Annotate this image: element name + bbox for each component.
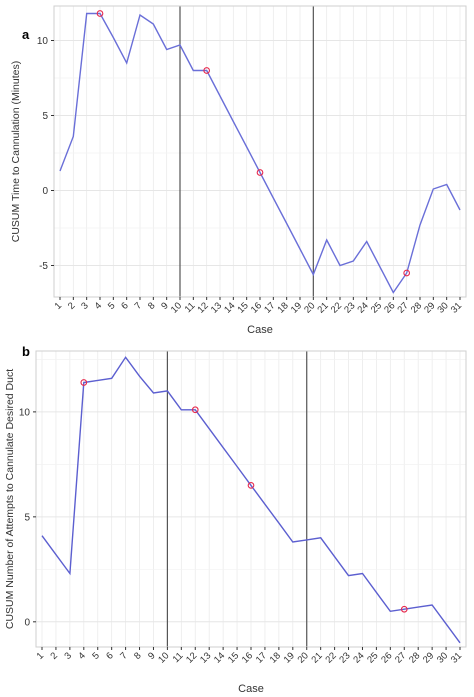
highlight-point (247, 482, 255, 489)
x-tick-label: 3 (62, 650, 74, 662)
y-axis-label: CUSUM Time to Cannulation (Minutes) (10, 61, 22, 242)
highlight-point (191, 406, 199, 414)
x-tick-label: 4 (76, 650, 88, 662)
highlight-point (403, 269, 411, 277)
y-tick-label: 10 (19, 407, 31, 418)
x-tick-label: 5 (106, 300, 118, 312)
grid (36, 351, 466, 647)
highlight-point (400, 605, 408, 613)
x-tick-label: 4 (93, 300, 105, 312)
x-tick-label: 2 (66, 300, 78, 312)
x-tick-label: 10 (156, 650, 171, 665)
x-tick-label: 6 (119, 300, 131, 312)
x-tick-label: 31 (449, 300, 464, 315)
highlight-point (96, 10, 104, 17)
x-tick-label: 7 (118, 650, 130, 662)
x-tick-label: 1 (35, 650, 47, 662)
highlight-point (256, 169, 264, 176)
x-tick-label: 9 (159, 300, 171, 312)
x-tick-label: 10 (169, 300, 184, 315)
y-axis-label: CUSUM Number of Attempts to Cannulate De… (4, 369, 16, 629)
series-line (59, 12, 461, 294)
x-axis-label: Case (247, 324, 273, 336)
panel-label-b: b (22, 344, 30, 359)
panel-label-a: a (22, 27, 30, 42)
x-tick-label: 31 (449, 650, 464, 665)
series-line (41, 356, 461, 644)
x-tick-label: 9 (146, 650, 158, 662)
x-tick-label: 6 (104, 650, 116, 662)
x-tick-label: 7 (133, 300, 145, 312)
chart-panel-b: b 0 5 10 1 2 3 4 5 6 7 8 9 10 11 12 13 14 15 16 17 18 19 20 21 2… (0, 344, 474, 697)
x-tick-label: 5 (90, 650, 102, 662)
highlight-point (203, 67, 211, 74)
grid (54, 6, 466, 297)
x-tick-label: 1 (53, 300, 65, 312)
x-tick-label: 8 (132, 650, 144, 662)
x-tick-label: 2 (49, 650, 61, 662)
x-tick-label: 3 (79, 300, 91, 312)
y-tick-label: 5 (24, 512, 30, 523)
highlight-point (80, 379, 88, 386)
y-tick-label: 0 (24, 617, 30, 628)
x-axis-label: Case (238, 683, 264, 695)
x-tick-label: 8 (146, 300, 158, 312)
y-tick-label: 5 (42, 111, 48, 122)
chart-panel-a: a -5 0 5 10 1 2 3 4 5 6 7 8 9 10 11 12 13 14 15 16 17 18 19 20 2… (0, 0, 474, 348)
y-tick-label: 10 (37, 36, 49, 47)
y-tick-label: 0 (42, 186, 48, 197)
y-tick-label: -5 (39, 261, 48, 272)
